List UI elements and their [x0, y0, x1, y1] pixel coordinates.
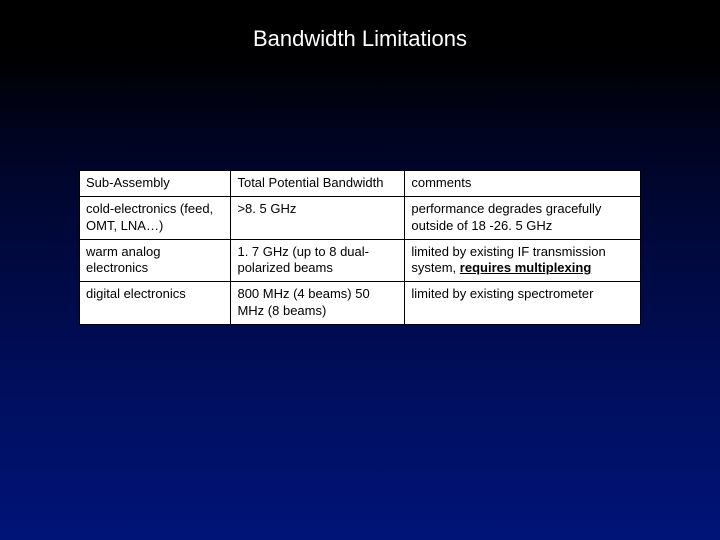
- cell-comments: limited by existing IF transmission syst…: [405, 239, 641, 282]
- cell-sub-assembly: warm analog electronics: [80, 239, 231, 282]
- cell-sub-assembly: cold-electronics (feed, OMT, LNA…): [80, 197, 231, 240]
- col-header-comments: comments: [405, 171, 641, 197]
- cell-bandwidth: 1. 7 GHz (up to 8 dual-polarized beams: [231, 239, 405, 282]
- cell-bandwidth: >8. 5 GHz: [231, 197, 405, 240]
- slide-title: Bandwidth Limitations: [0, 0, 720, 52]
- cell-bandwidth: 800 MHz (4 beams) 50 MHz (8 beams): [231, 282, 405, 325]
- bandwidth-table: Sub-Assembly Total Potential Bandwidth c…: [79, 170, 641, 325]
- table-row: warm analog electronics 1. 7 GHz (up to …: [80, 239, 641, 282]
- bandwidth-table-container: Sub-Assembly Total Potential Bandwidth c…: [79, 170, 641, 325]
- cell-comments: performance degrades gracefully outside …: [405, 197, 641, 240]
- comments-text: limited by existing spectrometer: [411, 286, 593, 301]
- cell-comments: limited by existing spectrometer: [405, 282, 641, 325]
- col-header-sub-assembly: Sub-Assembly: [80, 171, 231, 197]
- table-row: cold-electronics (feed, OMT, LNA…) >8. 5…: [80, 197, 641, 240]
- comments-emph: requires multiplexing: [460, 260, 591, 275]
- table-row: digital electronics 800 MHz (4 beams) 50…: [80, 282, 641, 325]
- table-header-row: Sub-Assembly Total Potential Bandwidth c…: [80, 171, 641, 197]
- comments-text: performance degrades gracefully outside …: [411, 201, 601, 232]
- cell-sub-assembly: digital electronics: [80, 282, 231, 325]
- col-header-bandwidth: Total Potential Bandwidth: [231, 171, 405, 197]
